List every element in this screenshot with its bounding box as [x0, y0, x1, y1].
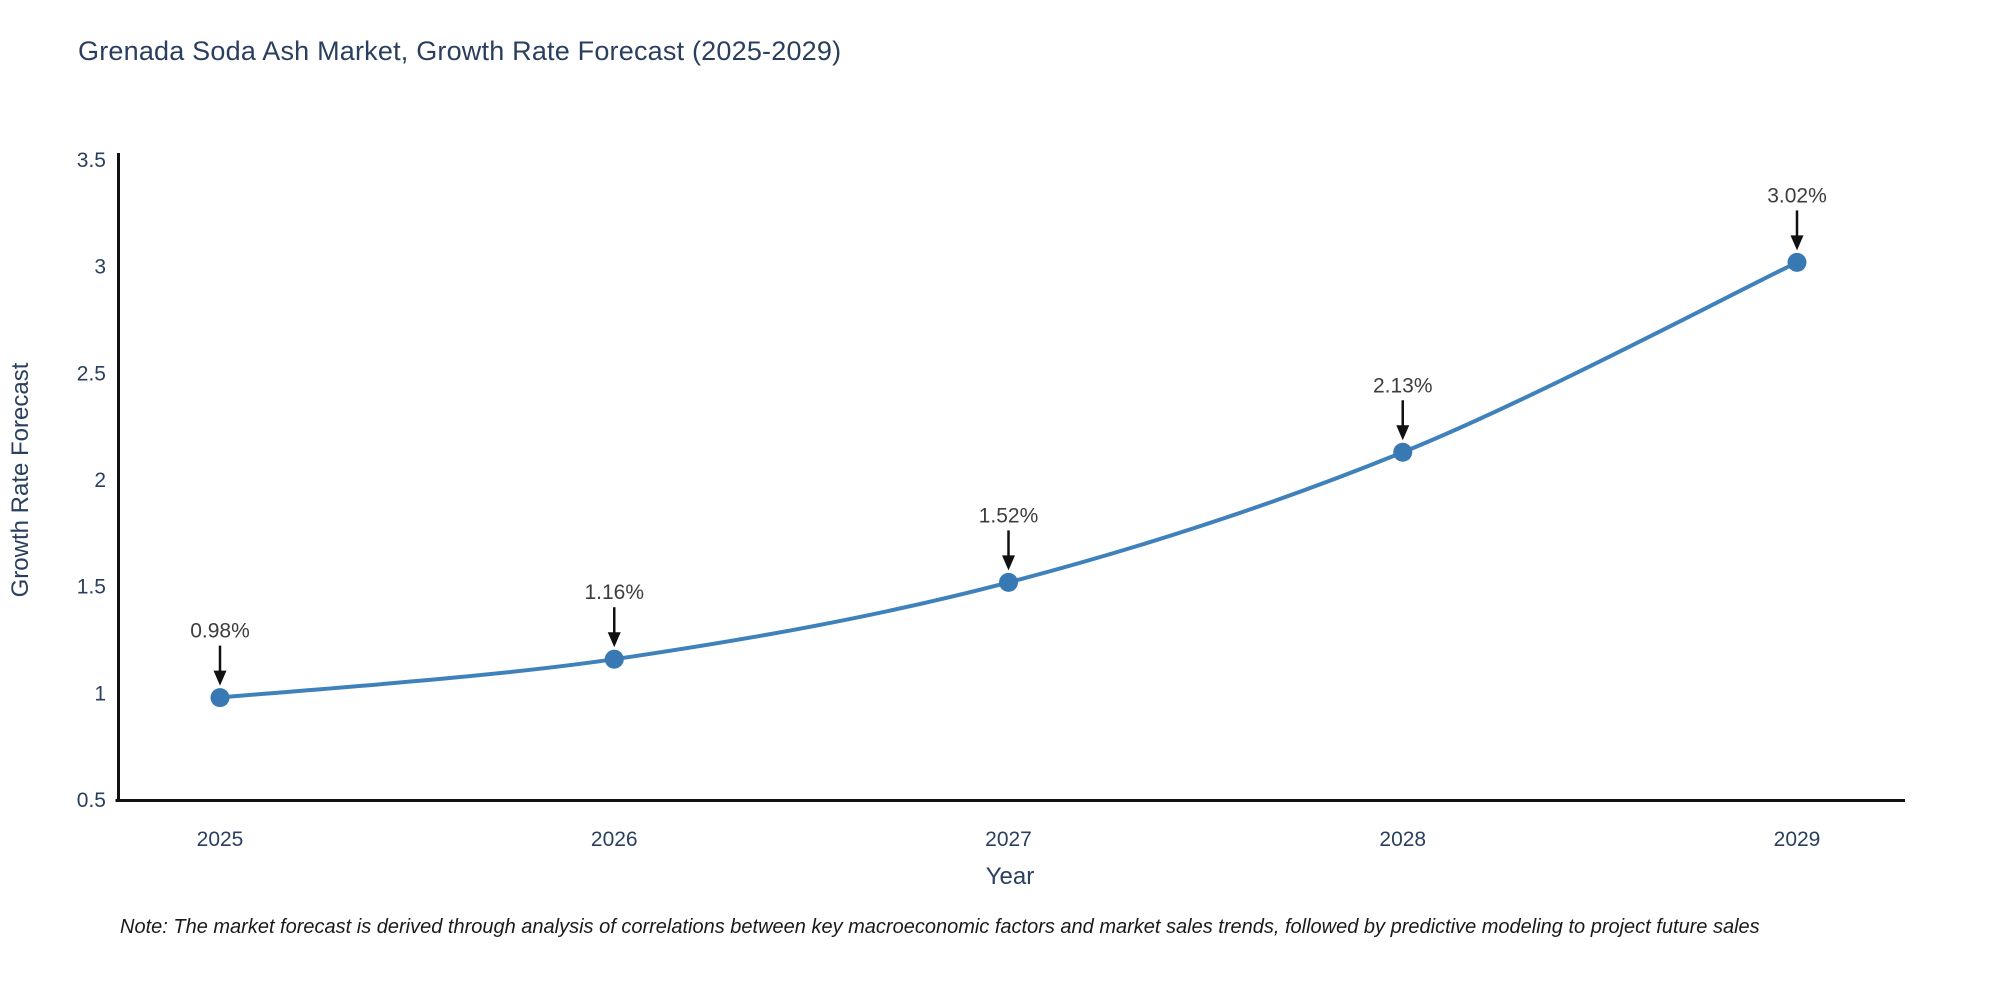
y-tick-label: 2: [94, 469, 106, 492]
y-tick-label: 3: [94, 256, 106, 279]
data-point-marker: [210, 688, 230, 708]
data-point-label: 0.98%: [190, 620, 250, 643]
x-tick-label: 2026: [591, 828, 638, 851]
footnote: Note: The market forecast is derived thr…: [120, 916, 1760, 938]
annotation-arrowhead: [607, 632, 621, 648]
annotation-arrowhead: [1002, 555, 1015, 571]
x-tick-label: 2029: [1774, 828, 1821, 851]
x-tick-label: 2028: [1379, 828, 1426, 851]
data-point-marker: [604, 649, 624, 669]
annotation-arrowhead: [1396, 425, 1410, 441]
x-axis-title: Year: [986, 863, 1035, 890]
chart-title: Grenada Soda Ash Market, Growth Rate For…: [78, 36, 842, 66]
annotation-arrowhead: [1790, 235, 1804, 251]
y-tick-label: 2.5: [77, 362, 106, 385]
data-point-label: 3.02%: [1767, 184, 1827, 207]
data-point-marker: [1393, 442, 1413, 462]
data-point-label: 1.52%: [979, 504, 1039, 527]
data-point-marker: [999, 572, 1018, 592]
data-point-label: 2.13%: [1373, 374, 1433, 397]
data-point-marker: [1787, 252, 1807, 272]
data-point-label: 1.16%: [584, 581, 644, 604]
x-tick-label: 2025: [197, 828, 244, 851]
y-tick-label: 1.5: [77, 576, 106, 599]
y-tick-label: 3.5: [77, 149, 106, 172]
y-axis-title: Growth Rate Forecast: [7, 362, 34, 597]
annotation-arrowhead: [213, 670, 227, 686]
forecast-line: [218, 260, 1799, 700]
x-tick-label: 2027: [985, 828, 1032, 851]
y-tick-label: 0.5: [77, 789, 106, 812]
y-tick-label: 1: [94, 682, 106, 705]
